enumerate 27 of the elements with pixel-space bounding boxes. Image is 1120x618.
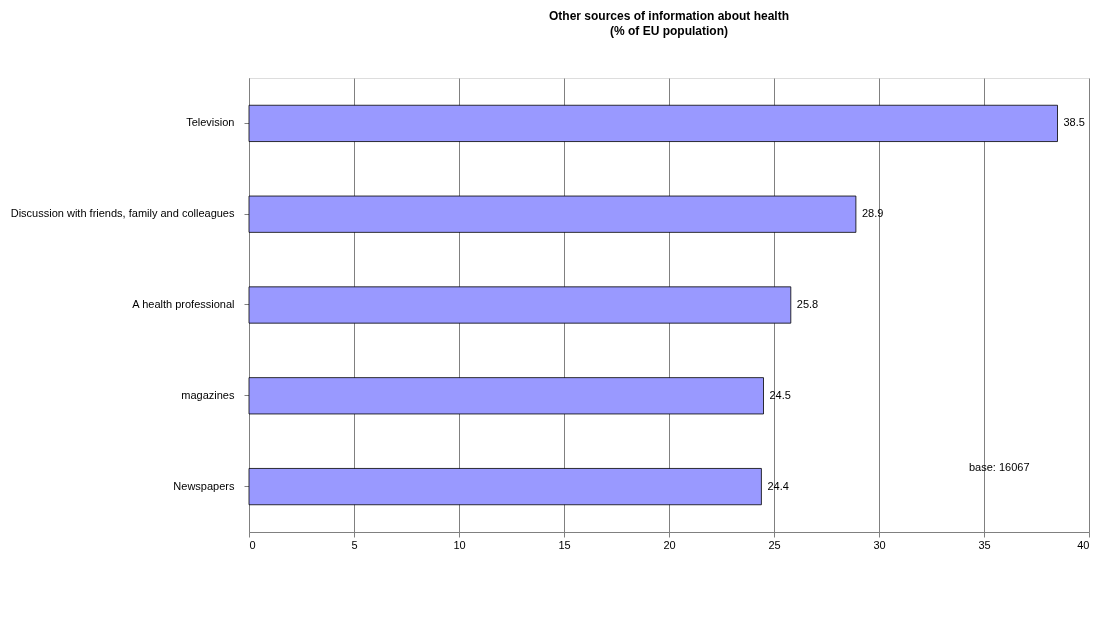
data-label: 25.8	[796, 298, 819, 310]
x-tick-label: 5	[351, 538, 358, 551]
y-tick-label: Newspapers	[173, 479, 235, 492]
annotation: base: 16067	[969, 461, 1030, 473]
bar	[248, 286, 792, 324]
x-tick-label: 40	[1077, 538, 1090, 551]
data-label: 38.5	[1063, 116, 1085, 129]
y-tick-label: magazines	[181, 388, 235, 401]
y-tick-label: Discussion with friends, family and colleagues	[10, 207, 235, 220]
x-tick-label: 20	[663, 538, 676, 551]
y-tick-label: A health professional	[132, 298, 235, 310]
data-label: 28.9	[861, 207, 884, 220]
data-label: 24.5	[769, 388, 791, 401]
x-tick-label: 30	[873, 538, 886, 551]
bar	[248, 377, 764, 415]
chart-title: Other sources of information about health	[548, 9, 790, 23]
chart-subtitle: (% of EU population)	[610, 24, 728, 38]
data-label: 24.4	[767, 479, 789, 492]
bar	[248, 104, 1058, 142]
y-tick-label: Television	[186, 116, 235, 129]
x-tick-label: 25	[768, 538, 781, 551]
x-tick-label: 35	[978, 538, 991, 551]
x-tick-label: 15	[558, 538, 571, 551]
x-tick-label: 0	[249, 538, 256, 551]
bar	[248, 468, 762, 506]
bar	[248, 195, 857, 233]
x-tick-label: 10	[453, 538, 466, 551]
